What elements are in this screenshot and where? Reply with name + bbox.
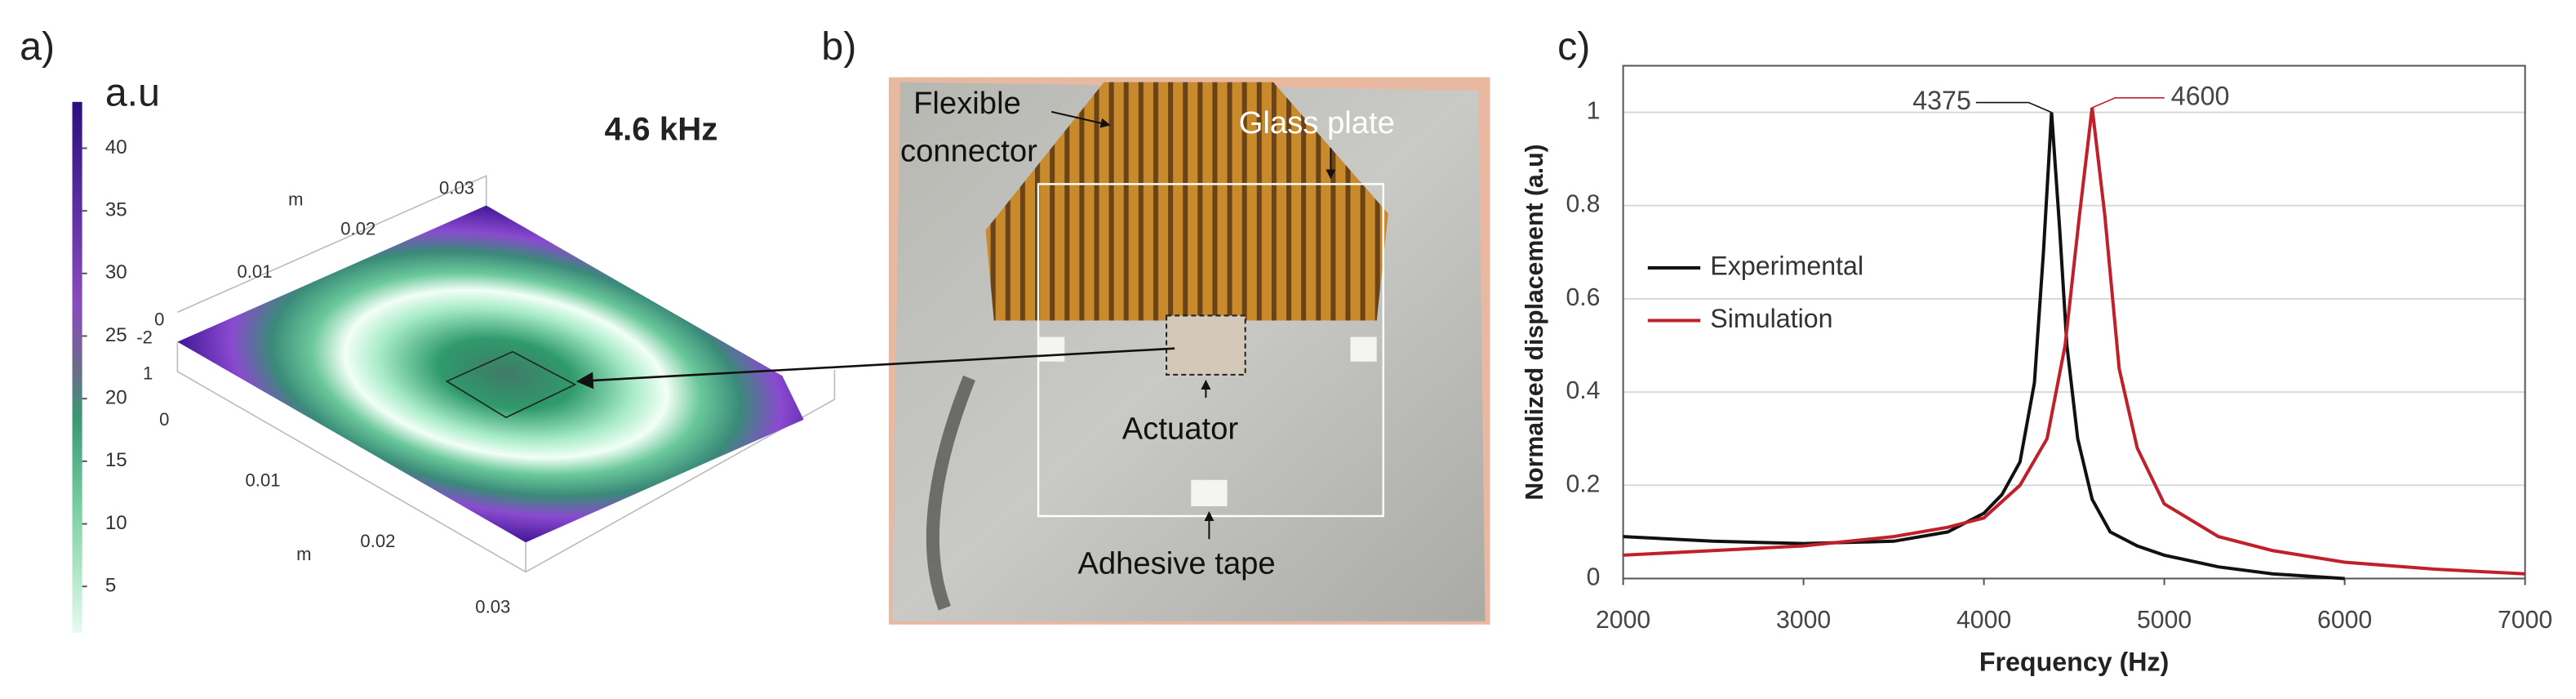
annotation: 4375 [1912, 86, 1971, 115]
series-line [1623, 107, 2525, 576]
colorbar-tick-label: 40 [105, 136, 127, 158]
colorbar-title: a.u [105, 71, 160, 115]
axis-tick-label: 1 [143, 363, 153, 384]
panel-label: c) [1557, 24, 1590, 69]
colorbar-tick-label: 30 [105, 261, 127, 283]
x-tick-label: 3000 [1776, 607, 1831, 634]
photo-label: Glass plate [1239, 105, 1395, 140]
colorbar-tick-label: 5 [105, 575, 116, 597]
surface-frame [176, 175, 836, 573]
actuator-box [1166, 314, 1246, 376]
handwriting [926, 375, 976, 611]
panel-label: b) [821, 24, 856, 69]
series-line [1623, 112, 2345, 581]
axis-tick-label: 0.01 [246, 470, 281, 491]
x-tick-label: 5000 [2137, 607, 2192, 634]
axis-tick-label: 0.01 [237, 261, 272, 282]
actuator-outline [445, 350, 577, 419]
axis-tick-label: 0.02 [360, 531, 395, 551]
colorbar-tick-label: 10 [105, 512, 127, 534]
y-tick-label: 1 [1587, 98, 1601, 125]
y-tick-label: 0.8 [1566, 191, 1600, 218]
axis-tick-label: 0 [154, 309, 164, 329]
tape [1038, 336, 1065, 362]
colorbar-tick-label: 35 [105, 199, 127, 221]
link-arrow [575, 347, 1175, 390]
x-tick-label: 4000 [1956, 607, 2011, 634]
tape [1191, 479, 1228, 506]
x-axis-title: Frequency (Hz) [1979, 648, 2170, 677]
flexible-connector [985, 82, 1388, 321]
x-tick-label: 7000 [2498, 607, 2552, 634]
axis-tick-label: -2 [136, 327, 153, 347]
tape [1350, 336, 1377, 362]
y-tick-label: 0.4 [1566, 377, 1600, 404]
annotation-leader [2091, 97, 2165, 109]
y-tick-label: 0.6 [1566, 284, 1600, 311]
photo-label: connector [900, 133, 1037, 168]
annotation-leader [1975, 101, 2052, 114]
colorbar-tick-label: 20 [105, 387, 127, 409]
axis-unit: m [296, 544, 311, 564]
legend-label: Simulation [1710, 304, 1832, 333]
axis-tick-label: 0.02 [340, 219, 375, 239]
colorbar-tick-label: 15 [105, 449, 127, 471]
annotation: 4600 [2171, 81, 2230, 110]
colorbar [72, 101, 82, 633]
axis-tick-label: 0.03 [439, 177, 474, 198]
panel-label: a) [20, 24, 55, 69]
colorbar-tick-label: 25 [105, 324, 127, 346]
photo-label: Actuator [1122, 411, 1239, 446]
y-tick-label: 0.2 [1566, 470, 1600, 497]
x-tick-label: 6000 [2317, 607, 2372, 634]
legend-label: Experimental [1710, 252, 1863, 281]
photo-label: Adhesive tape [1077, 545, 1275, 581]
x-tick-label: 2000 [1596, 607, 1650, 634]
axis-unit: m [288, 189, 303, 209]
plot-frame [1622, 65, 2526, 580]
axis-tick-label: 0 [159, 409, 169, 430]
y-tick-label: 0 [1587, 563, 1601, 590]
frequency-annotation: 4.6 kHz [605, 111, 718, 148]
y-axis-title: Normalized displacement (a.u) [1521, 144, 1548, 500]
photo-arrows [1050, 110, 1336, 540]
axis-tick-label: 0.03 [475, 597, 510, 617]
surface [177, 205, 804, 543]
photo-label: Flexible [913, 86, 1021, 121]
